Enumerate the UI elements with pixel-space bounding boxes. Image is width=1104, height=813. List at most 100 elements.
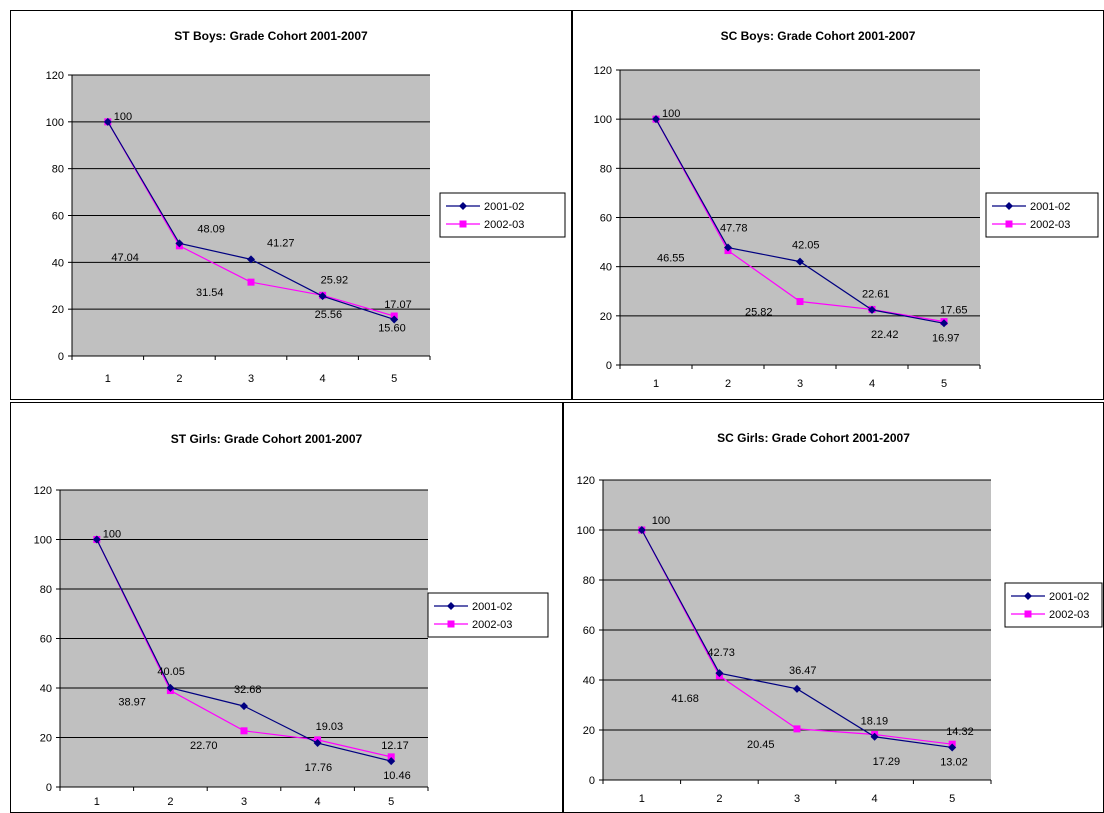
data-point xyxy=(247,278,255,286)
y-tick-label: 120 xyxy=(594,65,612,77)
y-tick-label: 40 xyxy=(600,262,612,274)
data-label: 18.19 xyxy=(861,716,889,728)
data-label: 13.02 xyxy=(940,756,968,768)
data-point xyxy=(103,117,112,126)
x-tick-label: 5 xyxy=(941,378,947,390)
data-label: 22.42 xyxy=(871,329,899,341)
data-point xyxy=(313,739,322,748)
data-point xyxy=(240,727,248,735)
series-2001-02 xyxy=(103,117,399,324)
legend: 2001-02 2002-03 xyxy=(427,592,549,638)
x-tick-label: 2 xyxy=(725,378,731,390)
data-label: 16.97 xyxy=(932,332,960,344)
data-point xyxy=(166,683,175,692)
legend-label: 2001-02 xyxy=(472,601,512,613)
data-label: 36.47 xyxy=(789,665,817,677)
x-tick-label: 5 xyxy=(388,796,394,808)
data-label: 17.65 xyxy=(940,305,968,317)
data-label: 100 xyxy=(114,111,132,123)
line-chart: SC Boys: Grade Cohort 2001-2007 0 20 40 60 80… xyxy=(572,10,1104,400)
y-tick-label: 120 xyxy=(577,475,595,487)
x-tick-label: 5 xyxy=(391,373,397,385)
legend-marker xyxy=(1024,610,1032,618)
line-chart: ST Girls: Grade Cohort 2001-2007 0 20 40 60 8… xyxy=(10,402,563,813)
y-tick-label: 40 xyxy=(40,683,52,695)
y-tick-label: 60 xyxy=(583,625,595,637)
data-label: 48.09 xyxy=(197,223,225,235)
data-label: 38.97 xyxy=(118,697,146,709)
y-tick-label: 80 xyxy=(40,584,52,596)
x-tick-label: 1 xyxy=(94,796,100,808)
series-2001-02 xyxy=(92,535,396,766)
legend-label: 2002-03 xyxy=(1030,219,1070,231)
legend-label: 2002-03 xyxy=(1049,609,1089,621)
data-label: 22.70 xyxy=(190,740,218,752)
data-point xyxy=(390,315,399,324)
data-point xyxy=(637,526,646,534)
x-tick-label: 4 xyxy=(320,373,326,385)
data-label: 40.05 xyxy=(157,666,185,678)
series-2001-02 xyxy=(652,115,948,328)
legend-marker xyxy=(459,220,467,228)
legend-marker xyxy=(1005,220,1013,228)
data-point xyxy=(387,757,396,766)
y-tick-label: 20 xyxy=(583,725,595,737)
y-tick-label: 40 xyxy=(52,257,64,269)
chart-panel-sc-boys: SC Boys: Grade Cohort 2001-2007 0 20 40 60 80… xyxy=(572,10,1104,400)
data-label: 25.92 xyxy=(321,274,349,286)
legend-label: 2001-02 xyxy=(1030,201,1070,213)
data-point xyxy=(715,669,724,678)
line-chart: SC Girls: Grade Cohort 2001-2007 0 20 40 60 8… xyxy=(563,402,1104,813)
y-tick-label: 0 xyxy=(606,360,612,372)
data-label: 12.17 xyxy=(381,740,409,752)
y-tick-label: 20 xyxy=(40,733,52,745)
x-tick-label: 5 xyxy=(949,793,955,805)
data-point xyxy=(793,684,801,693)
data-label: 15.60 xyxy=(378,322,406,334)
chart-title: ST Boys: Grade Cohort 2001-2007 xyxy=(174,29,368,43)
x-tick-label: 1 xyxy=(639,793,645,805)
legend-label: 2001-02 xyxy=(1049,591,1089,603)
x-tick-label: 3 xyxy=(248,373,254,385)
line-chart: ST Boys: Grade Cohort 2001-2007 0 20 40 60 80… xyxy=(10,10,572,400)
x-tick-label: 2 xyxy=(176,373,182,385)
data-label: 100 xyxy=(652,515,670,527)
data-point xyxy=(92,535,101,544)
y-tick-label: 80 xyxy=(583,575,595,587)
y-tick-label: 60 xyxy=(52,211,64,223)
data-label: 47.04 xyxy=(111,252,139,264)
x-tick-label: 1 xyxy=(653,378,659,390)
y-tick-label: 100 xyxy=(46,117,64,129)
data-label: 20.45 xyxy=(747,739,775,751)
legend-label: 2002-03 xyxy=(484,219,524,231)
data-point xyxy=(247,255,255,264)
legend-marker xyxy=(1005,202,1013,210)
data-label: 100 xyxy=(662,108,680,120)
y-tick-label: 100 xyxy=(34,535,52,547)
legend-label: 2002-03 xyxy=(472,619,512,631)
chart-panel-st-girls: ST Girls: Grade Cohort 2001-2007 0 20 40 60 8… xyxy=(10,402,563,813)
data-point xyxy=(652,115,660,124)
legend-box xyxy=(427,592,549,638)
data-point xyxy=(868,305,876,314)
data-label: 42.05 xyxy=(792,240,820,252)
data-label: 14.32 xyxy=(946,726,974,738)
legend: 2001-02 2002-03 xyxy=(985,192,1099,238)
legend-box xyxy=(439,192,566,238)
y-tick-label: 0 xyxy=(589,775,595,787)
x-tick-label: 4 xyxy=(872,793,878,805)
y-tick-label: 60 xyxy=(600,213,612,225)
y-tick-label: 40 xyxy=(583,675,595,687)
legend-marker xyxy=(447,620,455,628)
x-tick-label: 4 xyxy=(315,796,321,808)
y-tick-label: 20 xyxy=(52,304,64,316)
data-label: 32.68 xyxy=(234,684,262,696)
legend-marker xyxy=(1024,592,1032,600)
data-label: 100 xyxy=(103,529,121,541)
data-point xyxy=(240,702,248,711)
data-point xyxy=(175,239,184,248)
data-label: 22.61 xyxy=(862,288,890,300)
data-point xyxy=(724,243,732,252)
data-point xyxy=(387,753,395,761)
y-tick-label: 100 xyxy=(594,114,612,126)
